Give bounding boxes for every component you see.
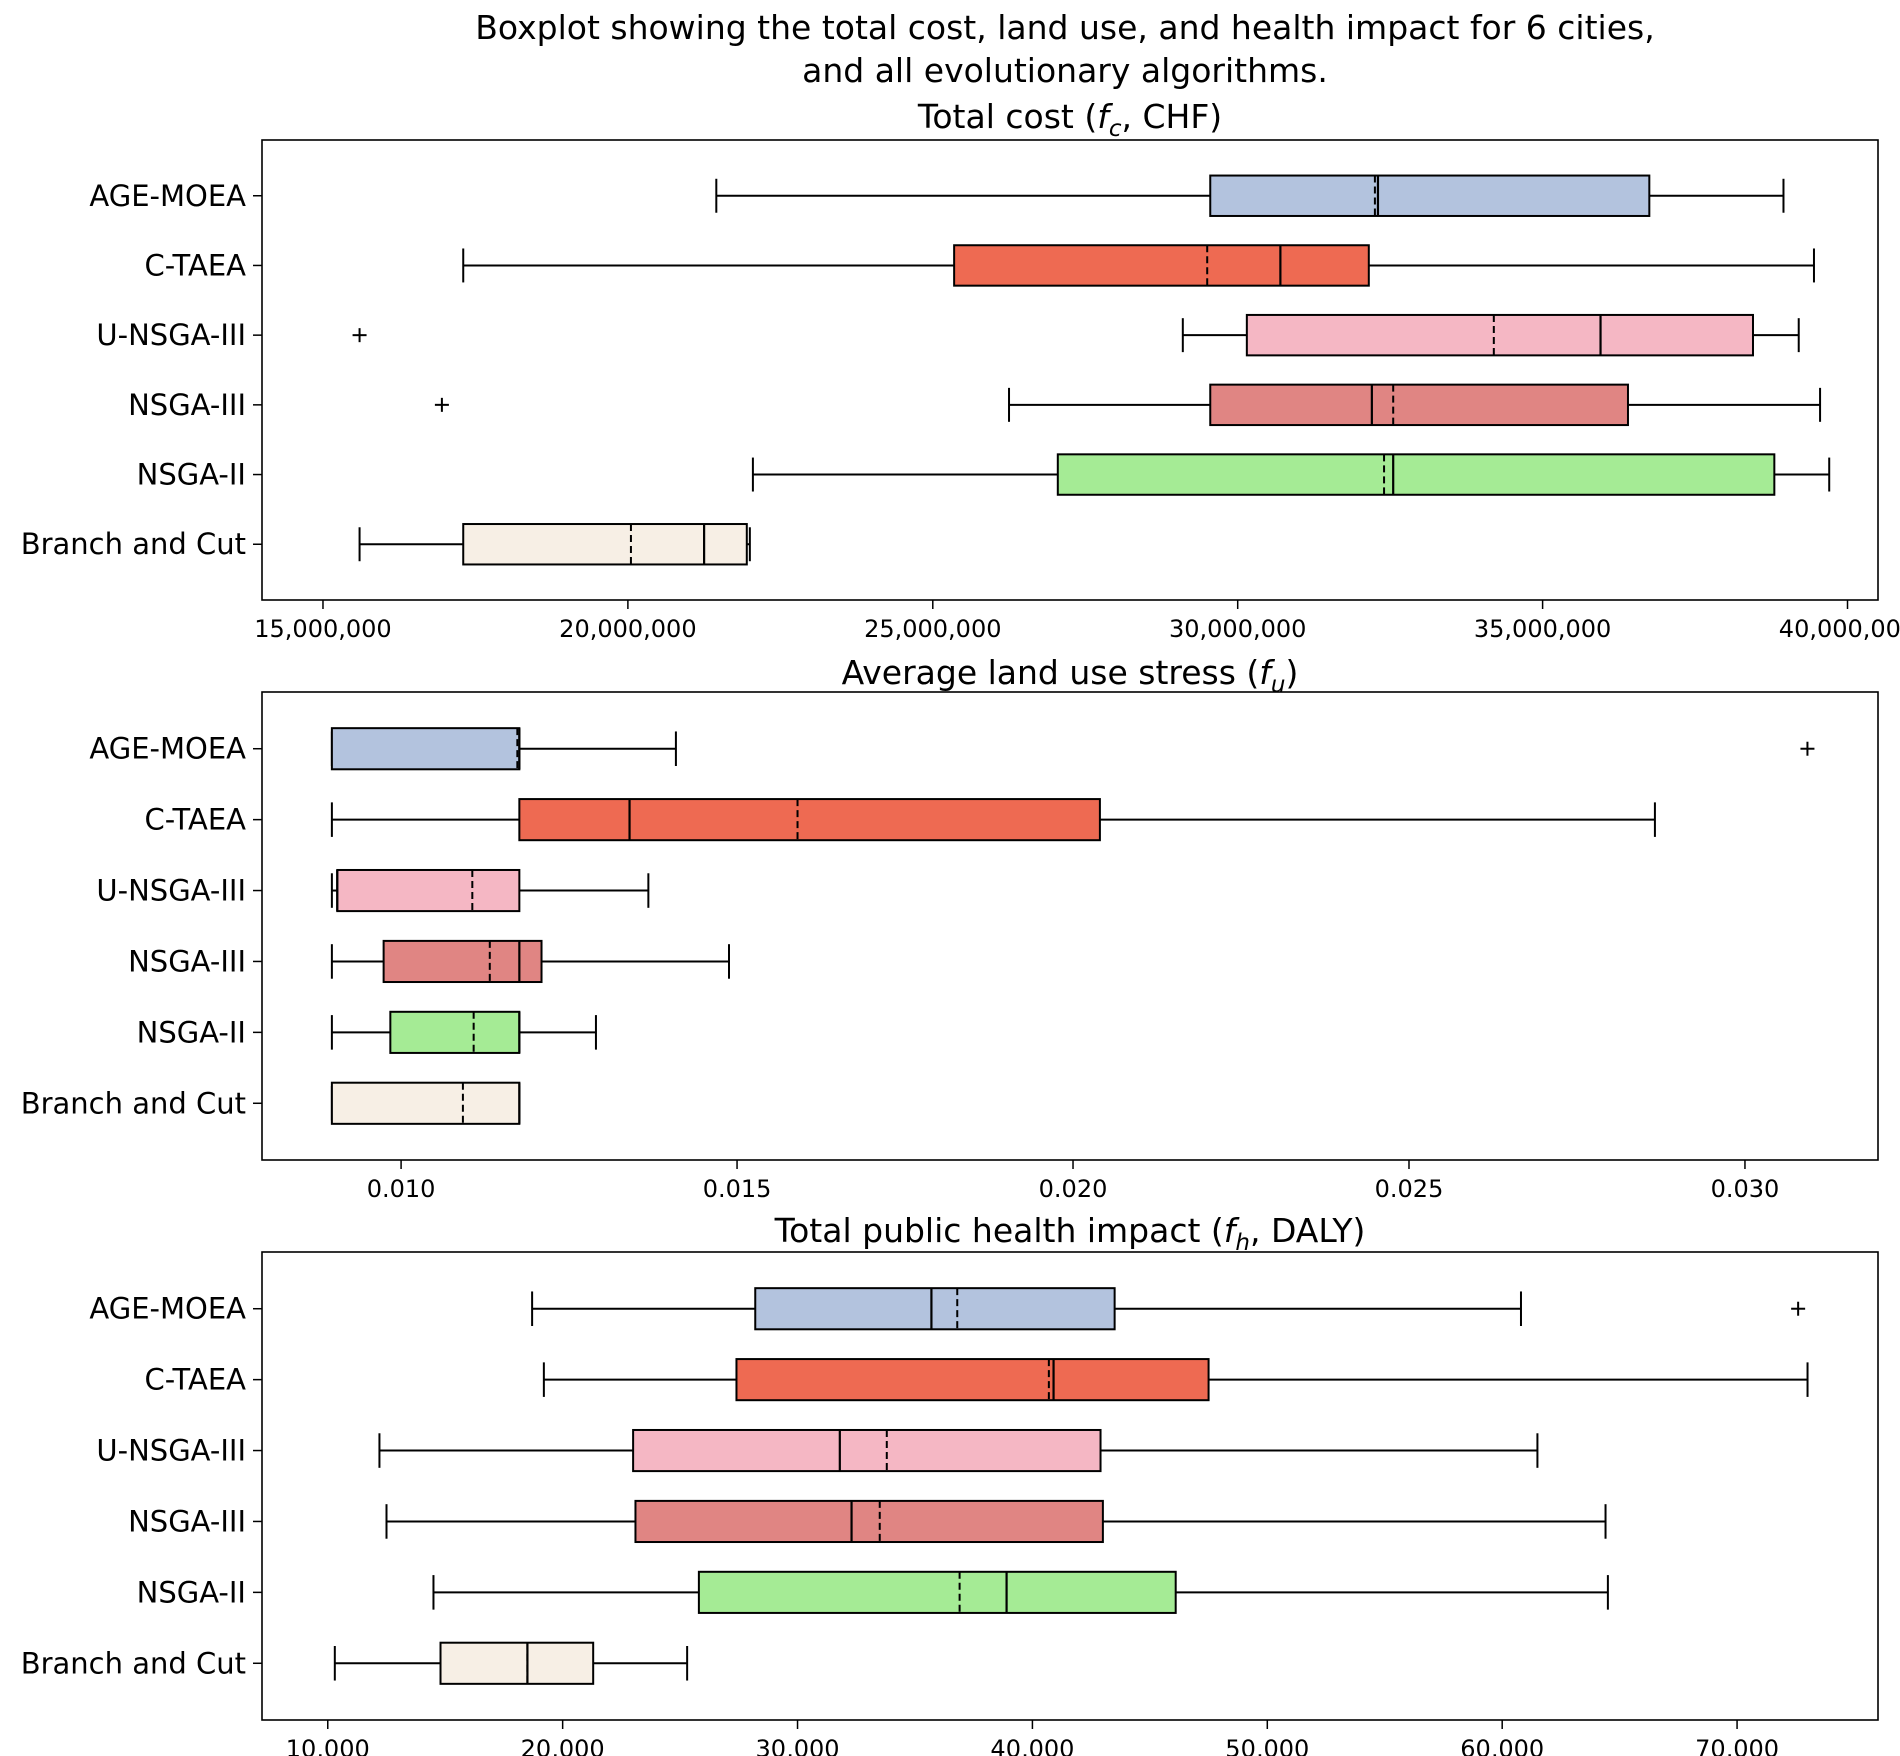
box-iqr: [1056, 453, 1776, 496]
box-iqr: [389, 1010, 521, 1054]
box-branch-and-cut: [333, 1641, 689, 1685]
box-u-nsga-iii: [378, 1428, 1539, 1473]
subplot-title-text: Average land use stress (: [842, 653, 1260, 692]
box-iqr: [518, 798, 1101, 842]
box-nsga-ii: [751, 453, 1831, 496]
box-nsga-iii: [330, 939, 730, 984]
x-tick-label: 0.015: [703, 1175, 772, 1203]
x-tick-label: 0.030: [1711, 1175, 1780, 1203]
box-age-moea: [715, 174, 1785, 217]
box-iqr: [462, 523, 748, 566]
subplot-title-text: Total cost (: [917, 97, 1097, 136]
subplot-title: Average land use stress (fu): [842, 653, 1299, 698]
y-tick-label: U-NSGA-III: [96, 874, 246, 908]
x-tick-label: 0.025: [1375, 1175, 1444, 1203]
x-tick-label: 0.010: [367, 1175, 436, 1203]
subplot-title: Total cost (fc, CHF): [917, 97, 1222, 142]
box-iqr: [1209, 174, 1651, 217]
box-iqr: [697, 1570, 1177, 1614]
subplot-title: Total public health impact (fh, DALY): [774, 1211, 1366, 1256]
y-tick-label: NSGA-II: [137, 1575, 246, 1609]
subplot-title-text-end: ): [1286, 653, 1299, 692]
box-branch-and-cut: [330, 1081, 521, 1125]
x-tick-label: 15,000,000: [254, 615, 391, 643]
x-tick-label: 20,000,000: [559, 615, 696, 643]
x-tick-label: 30,000: [756, 1735, 840, 1756]
box-iqr: [735, 1358, 1210, 1402]
plot-frame: [261, 139, 1879, 601]
box-iqr: [953, 244, 1370, 287]
chart-panel-2: Average land use stress (fu) AGE-MOEA C-TA…: [21, 653, 1879, 1203]
y-tick-label: C-TAEA: [144, 248, 246, 282]
y-tick-label: Branch and Cut: [21, 1646, 246, 1680]
y-tick-label: AGE-MOEA: [89, 732, 246, 766]
y-tick-label: C-TAEA: [144, 803, 246, 837]
y-tick-label: Branch and Cut: [21, 527, 246, 561]
box-c-taea: [330, 798, 1656, 842]
box-iqr: [1245, 313, 1754, 357]
x-tick-label: 10,000: [286, 1735, 370, 1756]
x-tick-label: 70,000: [1695, 1735, 1779, 1756]
figure-title-line-1: Boxplot showing the total cost, land use…: [475, 8, 1654, 47]
subplot-title-text: Total public health impact (: [774, 1211, 1224, 1250]
y-tick-label: NSGA-II: [137, 1015, 246, 1049]
subplot-title-text-end: , DALY): [1250, 1211, 1365, 1250]
box-age-moea: [531, 1287, 1806, 1331]
chart-panel-1: Total cost (fc, CHF) AGE-MOEA C-TAEA U-NSGA…: [21, 97, 1900, 643]
box-iqr: [382, 939, 543, 984]
y-tick-label: NSGA-III: [128, 1504, 246, 1538]
x-tick-label: 25,000,000: [864, 615, 1001, 643]
plot-frame: [261, 691, 1879, 1161]
x-tick-label: 30,000,000: [1169, 615, 1306, 643]
y-tick-label: NSGA-III: [128, 944, 246, 978]
subplot-title-text-end: , CHF): [1121, 97, 1222, 136]
y-tick-label: Branch and Cut: [21, 1086, 246, 1120]
y-tick-label: AGE-MOEA: [89, 1292, 246, 1326]
y-tick-label: NSGA-II: [137, 458, 246, 492]
x-tick-label: 50,000: [1225, 1735, 1309, 1756]
box-iqr: [330, 727, 521, 771]
chart-panel-3: Total public health impact (fh, DALY) AGE…: [21, 1211, 1879, 1756]
y-tick-label: U-NSGA-III: [96, 1434, 246, 1468]
box-c-taea: [542, 1358, 1809, 1402]
box-iqr: [330, 1081, 521, 1125]
plot-frame: [261, 1251, 1879, 1721]
y-tick-label: C-TAEA: [144, 1363, 246, 1397]
box-iqr: [634, 1499, 1104, 1544]
figure-title-line-2: and all evolutionary algorithms.: [802, 51, 1328, 90]
y-tick-label: NSGA-III: [128, 388, 246, 422]
y-tick-label: U-NSGA-III: [96, 318, 246, 352]
x-tick-label: 60,000: [1460, 1735, 1544, 1756]
box-u-nsga-iii: [352, 313, 1800, 357]
box-iqr: [439, 1641, 595, 1685]
chart-panels: Total cost (fc, CHF) AGE-MOEA C-TAEA U-NSGA…: [21, 97, 1900, 1756]
x-tick-label: 40,000,000: [1779, 615, 1900, 643]
box-nsga-iii: [385, 1499, 1607, 1544]
y-tick-label: AGE-MOEA: [89, 179, 246, 213]
x-tick-label: 40,000: [990, 1735, 1074, 1756]
box-iqr: [336, 868, 521, 913]
box-iqr: [754, 1287, 1116, 1331]
box-nsga-iii: [434, 383, 1822, 427]
box-iqr: [1209, 383, 1629, 427]
box-age-moea: [330, 727, 1815, 771]
subplot-title-subscript: u: [1271, 672, 1286, 698]
box-iqr: [632, 1428, 1102, 1473]
x-tick-label: 35,000,000: [1474, 615, 1611, 643]
subplot-title-subscript: c: [1109, 116, 1122, 142]
box-nsga-ii: [330, 1010, 597, 1054]
box-branch-and-cut: [358, 523, 751, 566]
x-tick-label: 0.020: [1039, 1175, 1108, 1203]
x-tick-label: 20,000: [521, 1735, 605, 1756]
box-c-taea: [462, 244, 1815, 287]
box-nsga-ii: [432, 1570, 1609, 1614]
box-u-nsga-iii: [330, 868, 650, 913]
subplot-title-subscript: h: [1235, 1230, 1250, 1256]
